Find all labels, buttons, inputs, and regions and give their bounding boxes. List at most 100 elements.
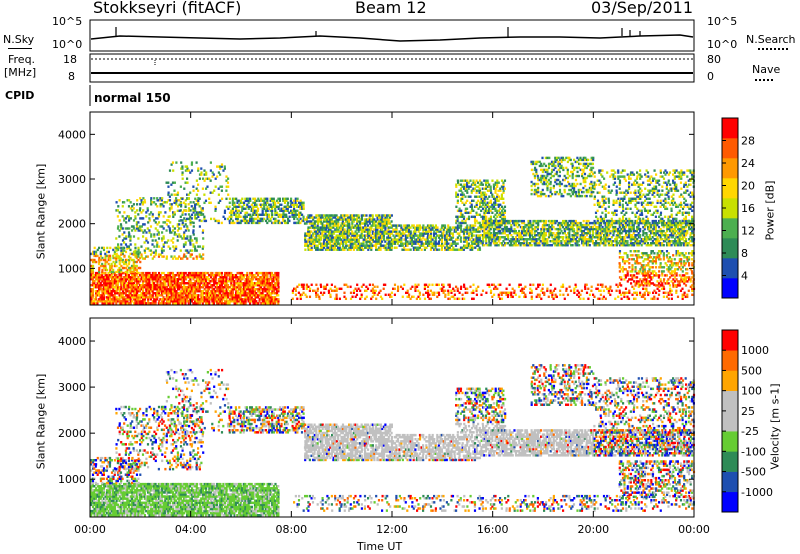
power-cell [135,251,138,254]
power-cell [543,232,546,235]
power-cell [236,211,239,215]
power-cell [563,244,567,247]
power-cell [257,302,260,305]
power-cell [90,274,93,277]
power-cell [165,257,168,260]
power-cell [132,235,136,238]
power-cell [548,232,551,235]
power-cell [127,255,131,258]
power-cell [140,276,143,279]
power-cell [231,300,234,303]
power-cell [530,225,533,229]
power-cell [376,238,379,241]
power-cell [171,290,175,293]
power-cell [147,302,150,305]
power-cell [93,260,96,264]
power-cell [167,239,170,242]
power-cell [503,238,506,241]
power-cell [178,282,181,285]
power-cell [192,298,195,301]
power-cell [378,238,381,241]
power-cell [221,302,224,305]
power-cell [156,282,159,285]
power-cell [129,286,132,289]
power-cell [230,217,233,221]
power-cell [184,199,187,202]
power-cell [203,219,206,223]
power-cell [131,288,134,291]
power-cell [471,242,474,245]
power-cell [105,260,109,264]
power-cell [280,221,283,225]
power-cell [307,246,310,249]
power-cell [340,240,343,243]
power-cell [93,246,96,250]
power-cell [461,193,464,196]
power-cell [131,294,134,297]
power-cell [104,290,107,293]
power-cell [202,213,205,216]
power-cell [384,216,387,219]
power-cell [244,274,247,277]
power-cell [430,236,433,239]
power-cell [159,288,162,291]
power-cell [154,300,157,303]
power-cell [375,220,378,223]
nave-legend-line [755,79,773,81]
power-cell [195,161,198,164]
power-cell [464,195,467,198]
power-cell [373,222,376,225]
power-cell [338,238,341,241]
power-cell [356,220,359,223]
power-cell [557,234,560,237]
power-cell [211,280,214,283]
power-cell [189,284,192,287]
power-cell [395,232,398,235]
power-cell [223,292,226,295]
power-cell [392,238,395,241]
power-cell [98,288,101,291]
power-cell [500,242,504,245]
power-cell [390,248,393,251]
power-cell [148,284,151,287]
power-cell [173,211,176,214]
power-cell [120,270,123,274]
power-cell [139,278,142,281]
power-cell [173,294,176,297]
power-cell [187,284,190,287]
power-cell [97,262,101,266]
power-cell [129,252,132,256]
power-cell [420,234,423,237]
power-cell [307,228,310,231]
power-cell [530,232,533,235]
power-cell [197,286,200,289]
power-cell [266,271,269,275]
power-cell [126,302,129,305]
power-cell [579,227,582,231]
power-cell [95,298,98,301]
power-cell [574,244,577,247]
power-cell [266,199,269,203]
power-cell [143,296,146,299]
power-cell [137,296,140,299]
power-cell [154,239,157,242]
power-cell [267,290,271,293]
power-cell [500,223,503,227]
power-cell [440,234,444,237]
power-cell [365,238,368,241]
power-cell [529,232,532,235]
power-cell [208,177,211,180]
power-cell [381,232,384,235]
power-cell [132,225,135,228]
power-cell [246,221,249,225]
power-cell [109,286,112,289]
power-cell [477,185,480,188]
power-cell [158,274,161,277]
power-cell [137,271,140,275]
power-cell [255,292,258,295]
power-cell [271,292,274,295]
power-cell [257,197,260,201]
power-cell [132,294,136,297]
power-cell [461,185,464,188]
power-cell [178,284,181,287]
